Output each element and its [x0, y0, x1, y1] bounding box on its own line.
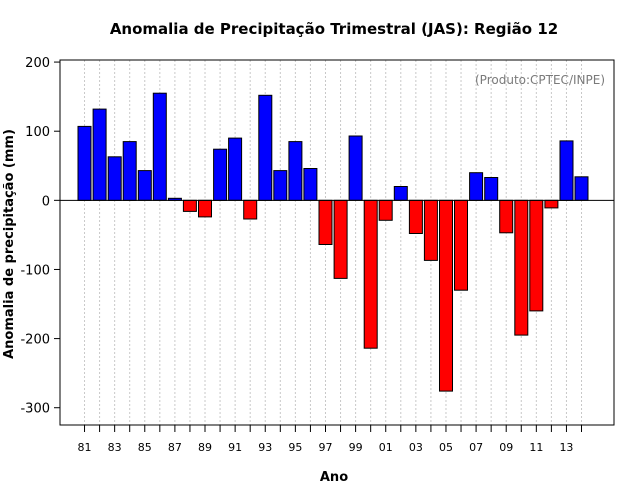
bar-2013 — [559, 140, 574, 201]
credit-text: (Produto:CPTEC/INPE) — [475, 73, 605, 87]
x-axis: 81 83 85 87 89 91 93 95 97 99 01 03 05 07 09 11 13 — [78, 425, 583, 454]
x-axis-title: Ano — [320, 470, 348, 485]
bar-2006 — [454, 199, 468, 291]
bar-2003 — [408, 199, 423, 235]
bar-1999 — [348, 135, 363, 201]
bar-1993 — [258, 94, 273, 201]
x-tick-label: 85 — [138, 441, 152, 454]
y-axis: 200 100 0 -100 -200 -300 — [20, 56, 60, 417]
y-tick-label: -100 — [20, 263, 50, 278]
y-tick-label: 0 — [42, 194, 50, 209]
bar-2002 — [393, 186, 408, 201]
bar-1983 — [107, 156, 122, 201]
y-axis-title: Anomalia de precipitação (mm) — [2, 129, 17, 359]
y-tick-label: -200 — [20, 333, 50, 348]
grid — [84, 60, 583, 425]
bar-2009 — [499, 199, 514, 234]
bar-1997 — [318, 199, 333, 246]
x-tick-label: 89 — [198, 441, 212, 454]
x-tick-label: 99 — [349, 441, 363, 454]
bar-2005 — [439, 199, 453, 392]
bar-1995 — [288, 141, 303, 201]
x-tick-label: 05 — [439, 441, 453, 454]
bar-2011 — [529, 199, 544, 312]
bar-1991 — [228, 137, 243, 201]
bar-1998 — [333, 199, 348, 279]
bar-1992 — [243, 199, 258, 220]
x-tick-label: 13 — [559, 441, 573, 454]
x-tick-label: 01 — [379, 441, 393, 454]
bar-1984 — [122, 141, 137, 201]
bars — [77, 92, 589, 392]
bar-1981 — [77, 125, 92, 201]
bar-1994 — [273, 170, 288, 201]
y-tick-label: -300 — [20, 402, 50, 417]
bar-2007 — [469, 172, 484, 201]
bar-1982 — [92, 108, 107, 201]
x-tick-label: 97 — [318, 441, 332, 454]
x-tick-label: 83 — [108, 441, 122, 454]
x-tick-label: 87 — [168, 441, 182, 454]
x-tick-label: 09 — [499, 441, 513, 454]
bar-2014 — [574, 176, 589, 201]
x-tick-label: 93 — [258, 441, 272, 454]
bar-2000 — [363, 199, 378, 349]
bar-1996 — [303, 168, 318, 201]
x-tick-label: 95 — [288, 441, 302, 454]
bar-1989 — [198, 199, 212, 218]
chart-title: Anomalia de Precipitação Trimestral (JAS… — [110, 20, 558, 38]
plot-frame — [59, 59, 615, 426]
x-tick-label: 91 — [228, 441, 242, 454]
bar-2012 — [544, 199, 559, 209]
y-tick-label: 200 — [25, 56, 50, 71]
bar-1990 — [213, 148, 228, 201]
bar-2010 — [514, 199, 529, 336]
bar-2004 — [423, 199, 438, 261]
y-tick-label: 100 — [25, 125, 50, 140]
bar-1988 — [182, 199, 197, 212]
x-tick-label: 11 — [529, 441, 543, 454]
x-tick-label: 07 — [469, 441, 483, 454]
bar-1985 — [137, 170, 152, 201]
bar-2001 — [378, 199, 393, 221]
bar-1986 — [152, 92, 167, 201]
x-tick-label: 03 — [409, 441, 423, 454]
bar-2008 — [484, 177, 499, 201]
x-tick-label: 81 — [78, 441, 92, 454]
